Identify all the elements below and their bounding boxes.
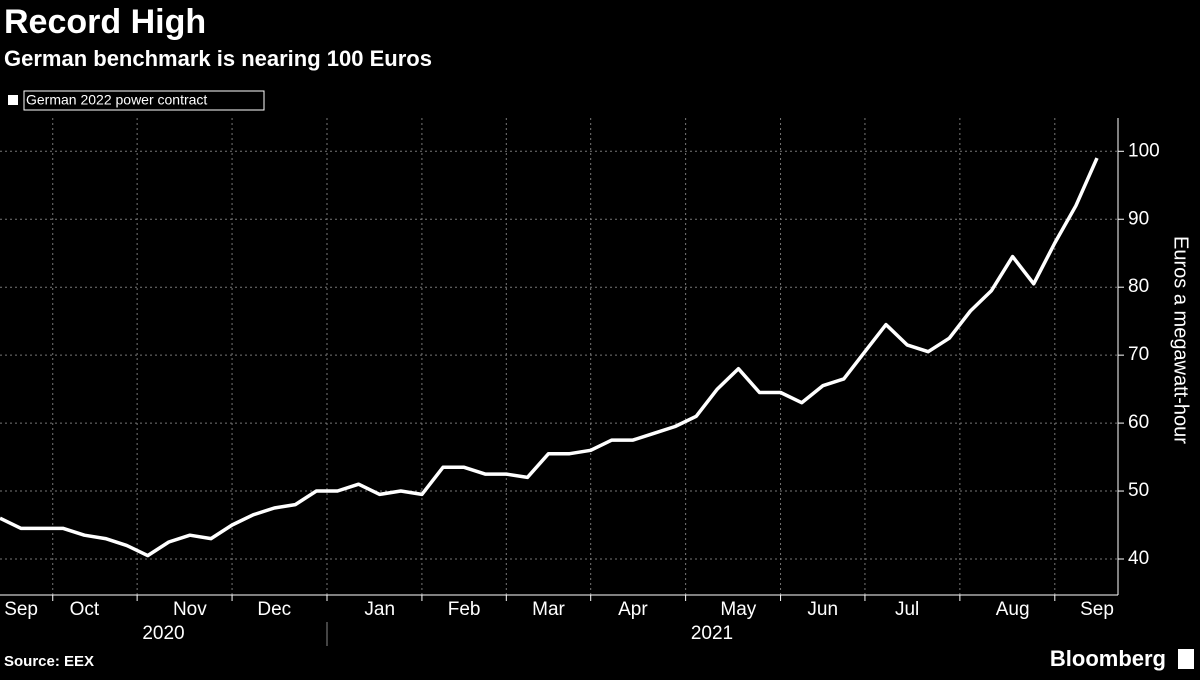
brand-icon xyxy=(1178,649,1194,669)
x-tick-label: Apr xyxy=(618,599,648,620)
x-group-label: 2020 xyxy=(142,623,184,644)
x-tick-label: Sep xyxy=(1080,599,1114,620)
y-tick-label: 60 xyxy=(1128,412,1149,433)
y-tick-label: 40 xyxy=(1128,548,1149,569)
y-tick-label: 80 xyxy=(1128,276,1149,297)
y-tick-label: 100 xyxy=(1128,140,1160,161)
x-tick-label: Aug xyxy=(996,599,1030,620)
y-tick-label: 50 xyxy=(1128,480,1149,501)
x-tick-label: May xyxy=(720,599,756,620)
x-tick-label: Mar xyxy=(532,599,565,620)
legend-swatch xyxy=(8,95,18,105)
x-tick-label: Jan xyxy=(364,599,395,620)
x-tick-label: Sep xyxy=(4,599,38,620)
x-tick-label: Jun xyxy=(807,599,838,620)
x-tick-label: Oct xyxy=(70,599,100,620)
x-tick-label: Nov xyxy=(173,599,207,620)
brand: Bloomberg xyxy=(1050,646,1166,671)
line-series xyxy=(0,157,1099,558)
y-axis-label: Euros a megawatt-hour xyxy=(1170,236,1192,444)
x-group-label: 2021 xyxy=(691,623,733,644)
source: Source: EEX xyxy=(4,653,94,670)
x-tick-label: Jul xyxy=(895,599,919,620)
legend-label: German 2022 power contract xyxy=(26,92,207,108)
chart-subtitle: German benchmark is nearing 100 Euros xyxy=(4,46,432,71)
y-tick-label: 90 xyxy=(1128,208,1149,229)
legend-box xyxy=(23,90,265,111)
y-tick-label: 70 xyxy=(1128,344,1149,365)
chart-title: Record High xyxy=(4,3,206,41)
x-tick-label: Dec xyxy=(257,599,291,620)
x-tick-label: Feb xyxy=(448,599,481,620)
